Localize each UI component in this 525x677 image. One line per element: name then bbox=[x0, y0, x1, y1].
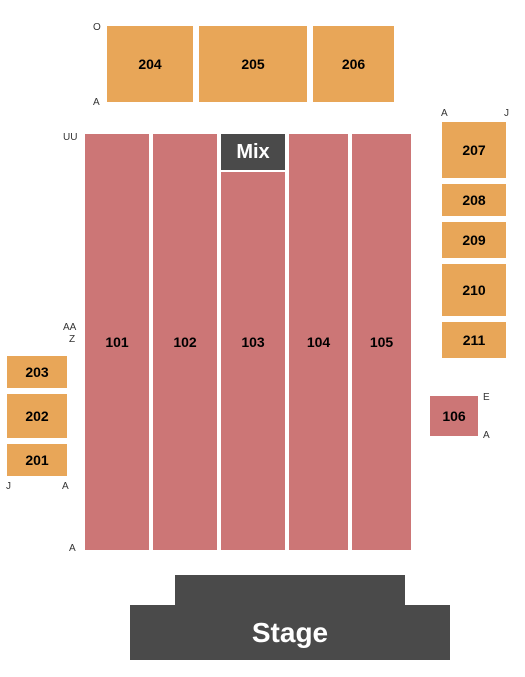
row-label-o: O bbox=[93, 22, 101, 33]
section-206-label: 206 bbox=[342, 56, 365, 72]
section-211-label: 211 bbox=[463, 332, 486, 348]
row-label-right-j: J bbox=[504, 108, 509, 119]
row-label-uu: UU bbox=[63, 132, 77, 143]
section-105[interactable]: 105 bbox=[350, 132, 413, 552]
section-104-label: 104 bbox=[307, 334, 330, 350]
section-209[interactable]: 209 bbox=[440, 220, 508, 260]
row-label-z: Z bbox=[69, 334, 75, 345]
section-102[interactable]: 102 bbox=[151, 132, 219, 552]
section-203[interactable]: 203 bbox=[5, 354, 69, 390]
row-label-left-j: J bbox=[6, 481, 11, 492]
section-203-label: 203 bbox=[25, 364, 48, 380]
section-101[interactable]: 101 bbox=[83, 132, 151, 552]
section-106-label: 106 bbox=[442, 408, 465, 424]
row-label-left-a: A bbox=[62, 481, 69, 492]
section-207-label: 207 bbox=[462, 142, 485, 158]
section-201-label: 201 bbox=[25, 452, 48, 468]
section-201[interactable]: 201 bbox=[5, 442, 69, 478]
row-label-106-e: E bbox=[483, 392, 490, 403]
section-105-label: 105 bbox=[370, 334, 393, 350]
section-102-label: 102 bbox=[173, 334, 196, 350]
section-205-label: 205 bbox=[241, 56, 264, 72]
row-label-aa: AA bbox=[63, 322, 76, 333]
section-106[interactable]: 106 bbox=[428, 394, 480, 438]
section-208-label: 208 bbox=[462, 192, 485, 208]
section-204-label: 204 bbox=[138, 56, 161, 72]
section-208[interactable]: 208 bbox=[440, 182, 508, 218]
section-211[interactable]: 211 bbox=[440, 320, 508, 360]
section-209-label: 209 bbox=[462, 232, 485, 248]
row-label-106-a: A bbox=[483, 430, 490, 441]
section-103-label: 103 bbox=[241, 334, 264, 350]
section-210[interactable]: 210 bbox=[440, 262, 508, 318]
section-104[interactable]: 104 bbox=[287, 132, 350, 552]
section-204[interactable]: 204 bbox=[105, 24, 195, 104]
row-label-right-a: A bbox=[441, 108, 448, 119]
stage-back bbox=[175, 575, 405, 605]
section-103[interactable]: 103 bbox=[219, 132, 287, 552]
stage-label: Stage bbox=[252, 617, 328, 649]
section-207[interactable]: 207 bbox=[440, 120, 508, 180]
mix-area: Mix bbox=[219, 132, 287, 172]
row-label-top-a: A bbox=[93, 97, 100, 108]
section-206[interactable]: 206 bbox=[311, 24, 396, 104]
section-202-label: 202 bbox=[25, 408, 48, 424]
row-label-floor-a: A bbox=[69, 543, 76, 554]
section-205[interactable]: 205 bbox=[197, 24, 309, 104]
section-101-label: 101 bbox=[105, 334, 128, 350]
section-202[interactable]: 202 bbox=[5, 392, 69, 440]
stage-area: Stage bbox=[130, 605, 450, 660]
mix-label: Mix bbox=[236, 141, 269, 164]
section-210-label: 210 bbox=[462, 282, 485, 298]
